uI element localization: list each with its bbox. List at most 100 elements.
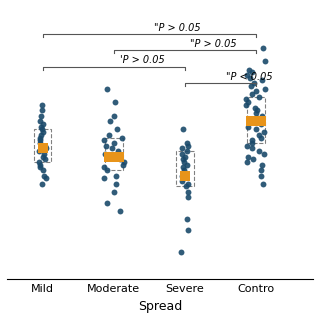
Point (259, 119, 264, 124)
Point (113, 181, 118, 186)
Point (104, 86, 109, 91)
Point (244, 72, 250, 77)
Point (179, 173, 184, 178)
Text: "P > 0.05: "P > 0.05 (155, 23, 201, 33)
Point (43, 157, 48, 162)
Point (186, 228, 191, 233)
Bar (34, 129, 52, 162)
Point (39, 181, 44, 186)
Point (259, 135, 264, 140)
Point (179, 146, 184, 151)
Point (184, 217, 189, 222)
Point (250, 140, 255, 146)
Point (180, 179, 185, 184)
X-axis label: Spread: Spread (138, 300, 182, 313)
Point (186, 195, 191, 200)
Point (263, 59, 268, 64)
Point (245, 124, 251, 129)
Point (252, 105, 257, 110)
Point (185, 189, 190, 195)
Text: 'P > 0.05: 'P > 0.05 (120, 55, 164, 65)
Point (182, 173, 188, 178)
Point (250, 138, 255, 143)
Point (101, 176, 107, 181)
Point (106, 154, 111, 159)
Point (112, 113, 117, 118)
Point (117, 208, 122, 213)
Point (180, 176, 185, 181)
Point (102, 165, 107, 170)
Point (253, 119, 259, 124)
Point (256, 94, 261, 99)
Point (249, 119, 254, 124)
Point (260, 181, 265, 186)
Point (103, 151, 108, 156)
Point (181, 157, 186, 162)
Point (258, 173, 263, 178)
Point (112, 100, 117, 105)
Point (253, 110, 259, 116)
Point (40, 146, 45, 151)
Point (39, 108, 44, 113)
Point (101, 138, 106, 143)
Point (254, 108, 259, 113)
Point (257, 132, 262, 137)
Point (248, 83, 253, 88)
Point (43, 146, 48, 151)
Point (256, 148, 261, 154)
Bar (176, 151, 194, 187)
Point (259, 168, 264, 173)
Point (38, 138, 43, 143)
Point (185, 162, 190, 167)
Point (111, 189, 116, 195)
Point (250, 92, 255, 97)
Point (180, 127, 185, 132)
Point (110, 146, 115, 151)
Point (249, 70, 254, 75)
Point (37, 159, 42, 164)
Point (261, 151, 267, 156)
Point (262, 130, 267, 135)
Bar (105, 138, 123, 170)
Point (41, 154, 46, 159)
Point (115, 127, 120, 132)
Point (120, 135, 125, 140)
Point (38, 135, 43, 140)
Point (250, 146, 255, 151)
Point (111, 140, 116, 146)
Point (36, 148, 42, 154)
Point (252, 81, 257, 86)
Point (244, 143, 249, 148)
Point (248, 75, 253, 80)
Point (179, 249, 184, 254)
Point (105, 200, 110, 205)
Point (37, 162, 43, 167)
Point (38, 113, 44, 118)
Point (258, 121, 263, 126)
Point (38, 140, 43, 146)
Point (184, 140, 189, 146)
Point (180, 151, 185, 156)
Point (40, 102, 45, 108)
Point (185, 148, 190, 154)
Point (40, 130, 45, 135)
Point (41, 168, 46, 173)
Text: "P > 0.05: "P > 0.05 (190, 39, 237, 49)
Point (244, 159, 250, 164)
Point (116, 154, 121, 159)
Point (181, 170, 186, 175)
Point (111, 154, 116, 159)
Point (39, 127, 44, 132)
Point (259, 113, 264, 118)
Point (183, 184, 188, 189)
Point (181, 165, 186, 170)
Point (103, 143, 108, 148)
Point (186, 143, 191, 148)
Text: "P < 0.05: "P < 0.05 (226, 72, 272, 82)
Point (121, 159, 126, 164)
Point (41, 121, 46, 126)
Point (43, 176, 48, 181)
Point (181, 168, 187, 173)
Point (259, 78, 264, 83)
Point (185, 181, 190, 186)
